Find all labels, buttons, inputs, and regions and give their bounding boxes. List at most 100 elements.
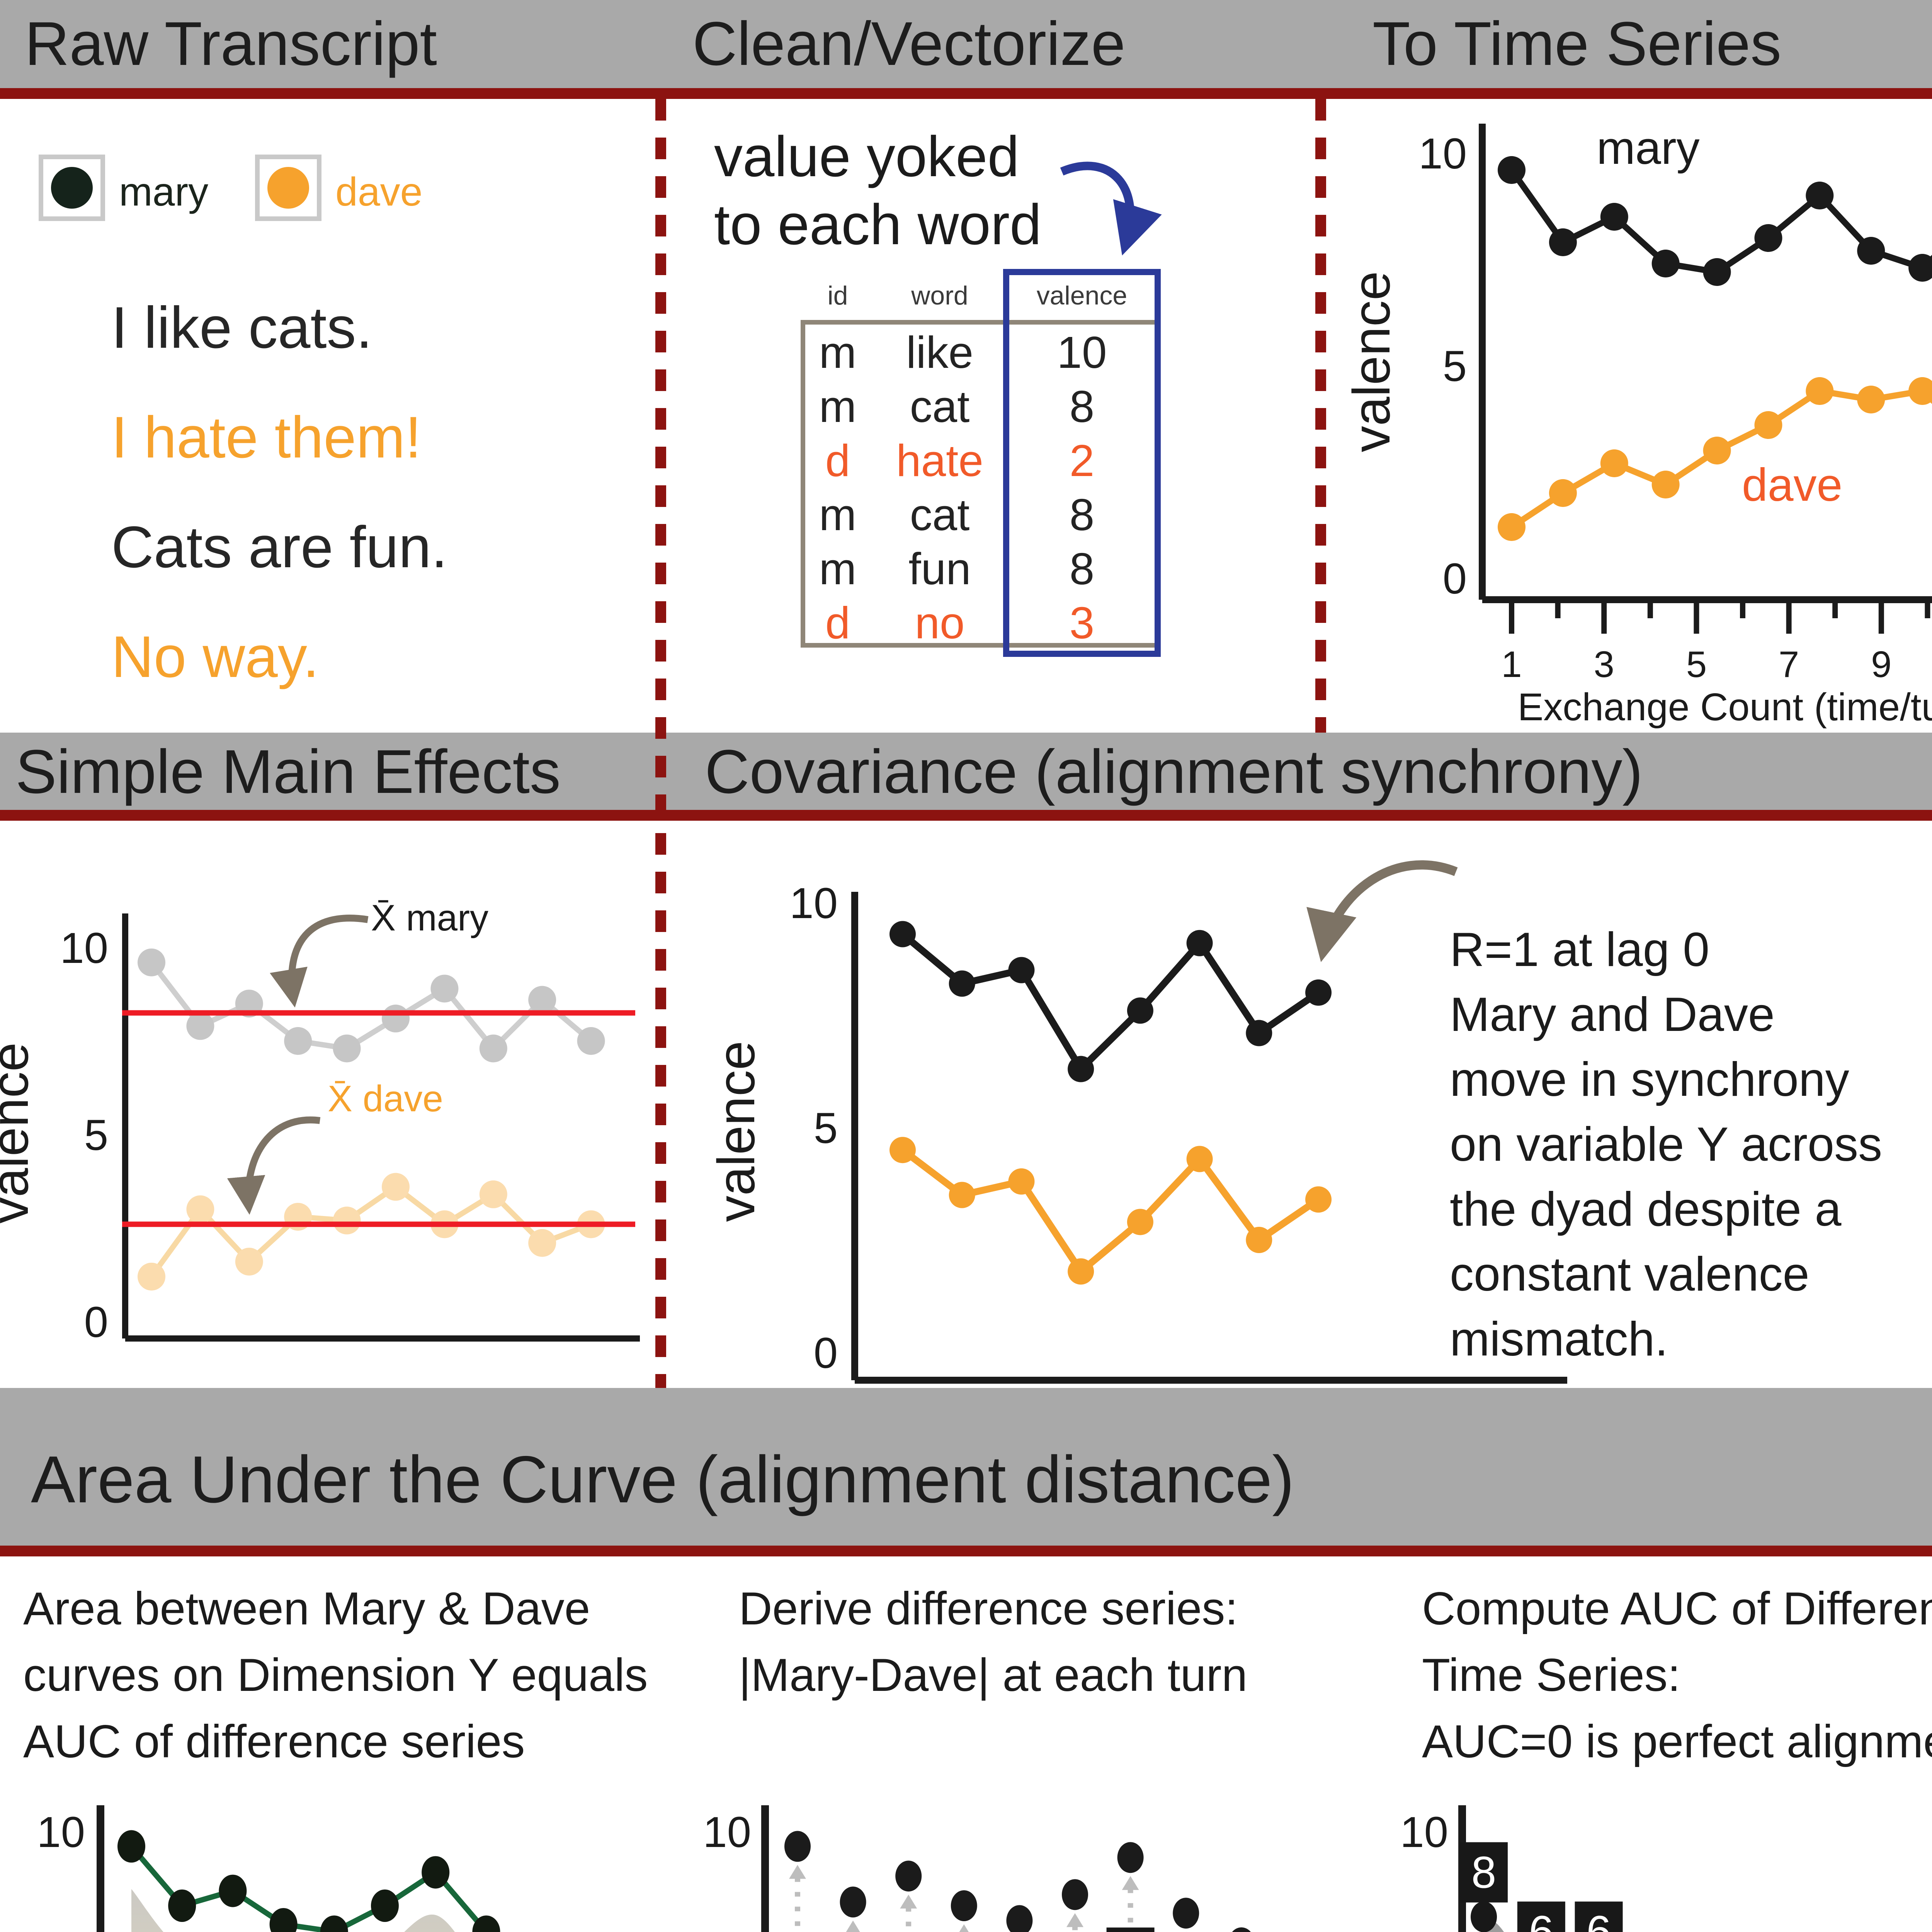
mary-dot — [1127, 997, 1153, 1024]
y-tick-label: 5 — [814, 1104, 838, 1152]
table-cell-valence: 2 — [1069, 437, 1095, 487]
mary-series-label: mary — [1597, 122, 1700, 174]
caption-line: |Mary-Dave| at each turn — [739, 1651, 1248, 1702]
arrow-up-icon — [846, 1920, 860, 1932]
dave-dot — [1651, 471, 1680, 498]
panel-title-to-time-series: To Time Series — [1372, 11, 1782, 79]
y-tick-label: 10 — [789, 879, 838, 927]
curved-arrow-icon — [270, 915, 369, 1008]
dave-series-line — [1510, 388, 1932, 530]
mary-dot — [168, 1889, 196, 1922]
dave-dot — [1498, 513, 1526, 541]
transcript-line: I like cats. — [111, 297, 372, 362]
mary-dot — [269, 1908, 298, 1932]
transcript-line: Cats are fun. — [111, 516, 448, 581]
mary-dot-icon — [51, 167, 93, 209]
table-cell-word: hate — [896, 437, 983, 487]
y-tick-label: 0 — [84, 1298, 108, 1346]
difference-dot — [1471, 1901, 1497, 1932]
table-cell-valence: 8 — [1069, 492, 1095, 541]
dave-series-label: dave — [1742, 459, 1842, 511]
y-tick-label: 0 — [814, 1329, 838, 1377]
diff-label-box — [1106, 1927, 1155, 1932]
table-cell-id: m — [819, 546, 857, 595]
dave-faded-dot — [333, 1206, 361, 1235]
curved-arrow-icon — [1306, 860, 1458, 962]
diff-label-box — [1517, 1901, 1565, 1932]
mary-dot — [1806, 182, 1834, 209]
simple-main-effects-chart: 0 5 10 valence X̄ mary X̄ dave — [0, 897, 640, 1346]
mary-faded-dot — [138, 948, 165, 976]
dark-red-rule — [0, 1546, 1932, 1556]
dave-dot — [1246, 1227, 1272, 1253]
mary-dot — [1068, 1056, 1094, 1082]
curved-arrow-icon — [227, 1116, 321, 1215]
caption-line: Compute AUC of Difference — [1422, 1584, 1932, 1635]
header-band-row3: Area Under the Curve (alignment distance… — [0, 1388, 1932, 1546]
x-tick-label: 3 — [1594, 644, 1614, 685]
x-tick-label: 5 — [1686, 644, 1707, 685]
covariance-note-line: move in synchrony — [1450, 1053, 1849, 1107]
diff-label-box — [1575, 1901, 1623, 1932]
caption-line: Area between Mary & Dave — [23, 1584, 590, 1635]
caption-line: Derive difference series: — [739, 1584, 1238, 1635]
panel-title-raw-transcript: Raw Transcript — [25, 11, 437, 79]
panel-title-simple-main-effects: Simple Main Effects — [15, 739, 561, 807]
mary-faded-dot — [479, 1034, 507, 1063]
dave-dot — [1703, 437, 1731, 464]
table-cell-word: no — [915, 600, 965, 649]
dave-faded-line — [149, 1183, 592, 1278]
y-tick-label: 10 — [1418, 129, 1467, 178]
mary-dot — [949, 970, 975, 997]
mary-dot — [1857, 237, 1885, 265]
mary-series-line — [1509, 168, 1932, 276]
mary-legend-box — [39, 155, 105, 221]
blue-curved-arrow-icon — [1060, 162, 1162, 256]
mary-dot — [889, 921, 916, 947]
mary-dot — [784, 1831, 811, 1862]
dave-dot — [1186, 1146, 1213, 1172]
valence-table: id word valence m like 10 m cat 8 d hate 2 m cat 8 m fun… — [773, 260, 1190, 677]
note-line: to each word — [714, 193, 1042, 257]
table-header-id: id — [827, 281, 848, 311]
covariance-note-line: Mary and Dave — [1450, 988, 1775, 1042]
dave-faded-dot — [138, 1262, 165, 1291]
blue-arrow-path — [1060, 162, 1162, 256]
arrow-up-icon — [1066, 1913, 1083, 1927]
mary-dot — [219, 1874, 247, 1907]
transcript-line: No way. — [111, 626, 319, 691]
x-axis-title: Exchange Count (time/turns) — [1518, 685, 1932, 729]
diff-label-value: 6 — [1529, 1906, 1554, 1932]
covariance-note-line: the dyad despite a — [1450, 1182, 1842, 1236]
table-cell-id: m — [819, 329, 857, 379]
dave-faded-dot — [479, 1180, 507, 1208]
dave-dot-icon — [267, 167, 309, 209]
mary-dot — [1117, 1842, 1144, 1873]
x-tick-label: 1 — [1501, 644, 1522, 685]
y-axis-title: valence — [0, 1043, 39, 1224]
arrow-up-icon — [959, 1924, 969, 1932]
mary-dot — [1173, 1898, 1199, 1929]
area-between-curves-chart: 0510turn/time — [37, 1805, 500, 1932]
mary-dot — [1651, 250, 1680, 277]
dave-dot — [1127, 1209, 1153, 1235]
mary-dot — [1549, 228, 1577, 256]
caption-line: AUC=0 is perfect alignment — [1422, 1717, 1932, 1768]
dave-dot — [1806, 377, 1834, 405]
mary-faded-dot — [577, 1027, 605, 1055]
mary-dot — [1062, 1879, 1088, 1910]
mary-dot — [895, 1861, 922, 1892]
panel-title-clean-vectorize: Clean/Vectorize — [692, 11, 1126, 79]
mary-faded-line — [149, 961, 593, 1053]
dave-dot — [1549, 479, 1577, 507]
mary-dot — [1008, 957, 1035, 983]
covariance-note-line: R=1 at lag 0 — [1450, 923, 1710, 977]
table-header-word: word — [911, 281, 968, 311]
dave-dot — [889, 1137, 916, 1163]
table-cell-word: fun — [908, 546, 971, 595]
header-band-row1: Raw Transcript Clean/Vectorize To Time S… — [0, 0, 1932, 88]
arrow-up-icon — [789, 1865, 806, 1879]
covariance-note-line: on variable Y across — [1450, 1117, 1882, 1172]
diff-label-value: 6 — [1586, 1906, 1611, 1932]
